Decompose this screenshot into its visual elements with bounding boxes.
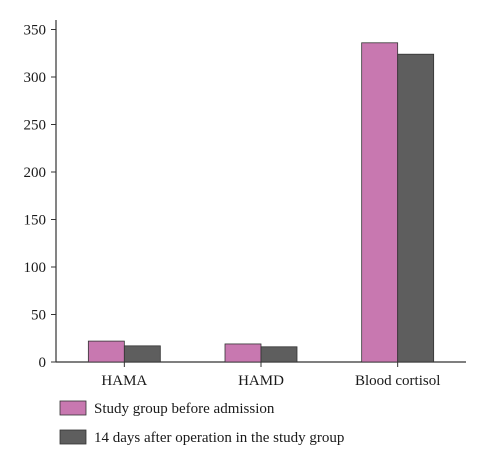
axes: 0 50 100 150 200 250 300 350 HAMA HAMD Blood corti… xyxy=(24,20,466,389)
x-tick-label: HAMA xyxy=(101,373,147,389)
y-tick-label: 50 xyxy=(31,308,46,324)
bar-after-operation xyxy=(397,53,435,363)
legend: Study group before admission 14 days afte… xyxy=(59,400,344,446)
bar-after-operation xyxy=(123,345,161,363)
legend-swatch xyxy=(59,400,87,416)
x-tick-label: HAMD xyxy=(238,373,284,389)
legend-label: 14 days after operation in the study gro… xyxy=(94,430,344,446)
y-tick-label: 100 xyxy=(24,260,47,276)
y-tick-label: 300 xyxy=(24,70,47,86)
bar-before-admission xyxy=(361,42,399,363)
bar-after-operation xyxy=(260,346,298,363)
y-tick-label: 350 xyxy=(24,23,47,39)
bar-before-admission xyxy=(224,343,262,363)
bar-before-admission xyxy=(87,340,125,363)
x-tick-label: Blood cortisol xyxy=(355,373,440,389)
y-tick-label: 250 xyxy=(24,118,47,134)
y-tick-label: 0 xyxy=(39,355,47,371)
y-tick-label: 150 xyxy=(24,213,47,229)
legend-label: Study group before admission xyxy=(94,401,275,417)
y-tick-label: 200 xyxy=(24,165,47,181)
bars xyxy=(87,42,435,363)
legend-swatch xyxy=(59,429,87,445)
